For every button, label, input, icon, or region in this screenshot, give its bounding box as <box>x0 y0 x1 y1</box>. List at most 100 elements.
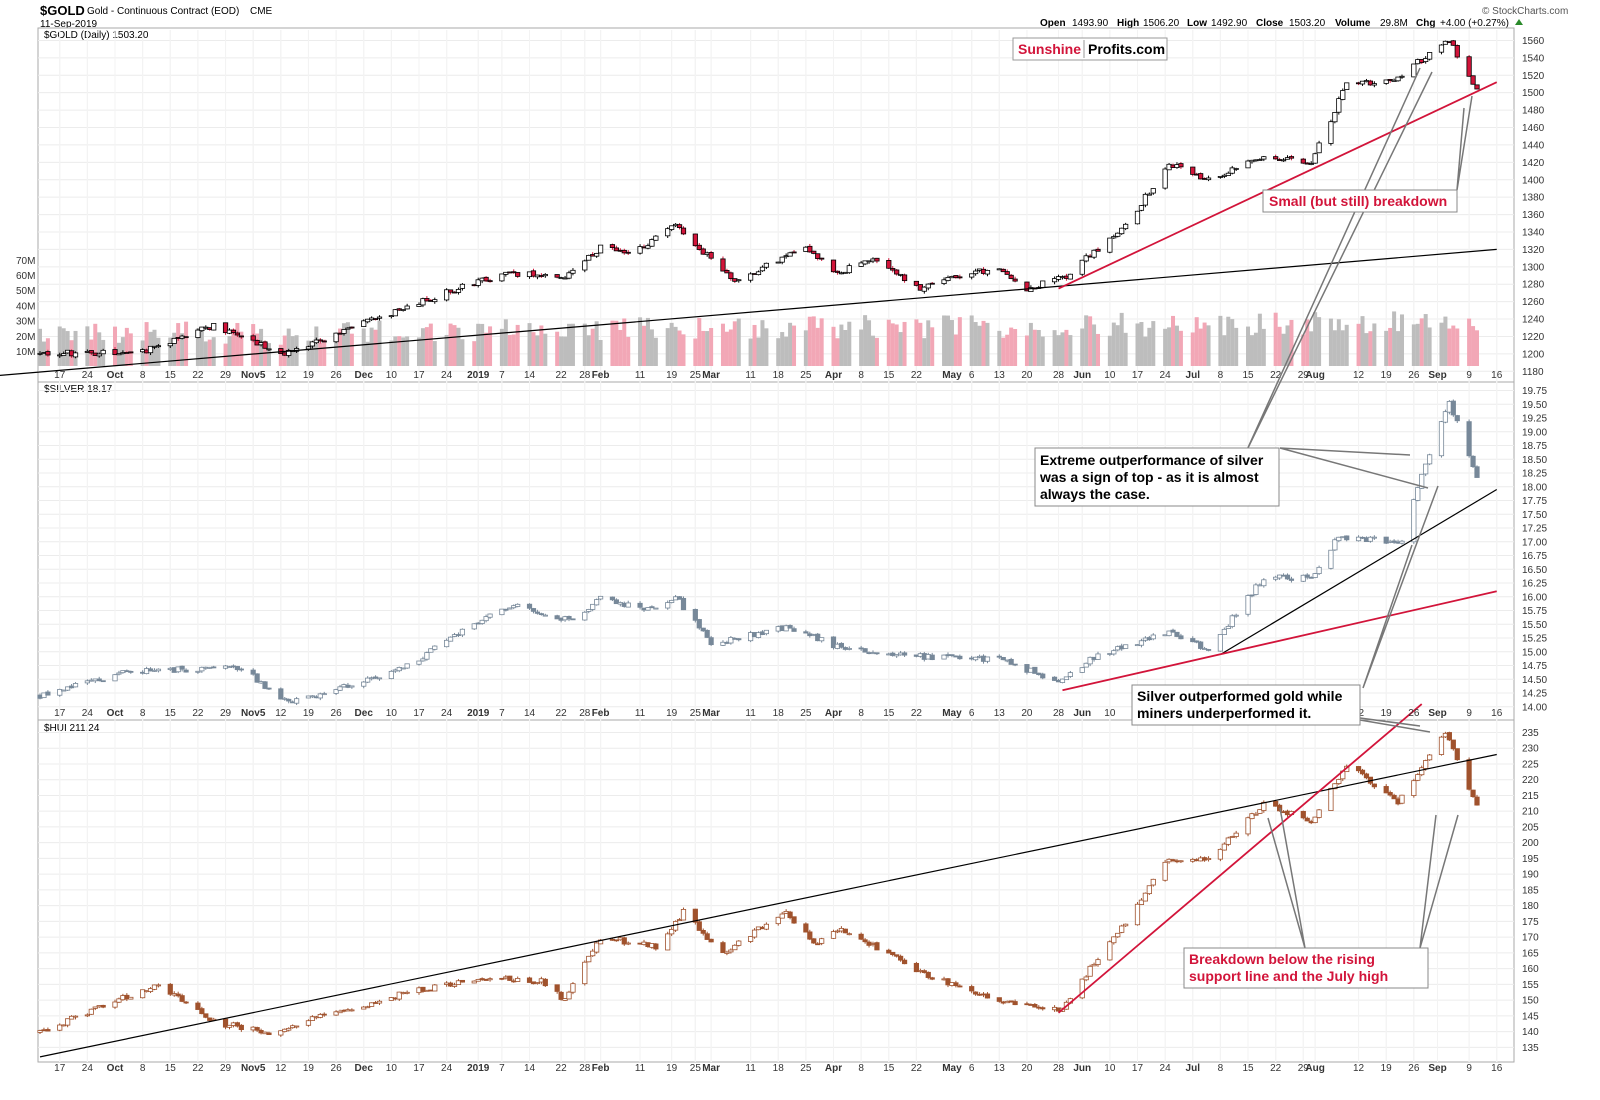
y-tick-label: 1460 <box>1522 123 1545 134</box>
volume-bar <box>1222 335 1227 366</box>
x-tick-label: 15 <box>1242 1063 1254 1074</box>
x-tick-label: 22 <box>556 1063 568 1074</box>
candle-body <box>369 1002 375 1007</box>
candle <box>874 941 880 951</box>
candle <box>1277 803 1283 812</box>
candle-body <box>68 1015 75 1020</box>
candle <box>459 979 466 983</box>
candle <box>432 645 438 651</box>
candle <box>755 631 762 639</box>
candle-body <box>913 280 920 286</box>
candle-body <box>1438 421 1445 457</box>
volume-bar <box>322 339 327 366</box>
candle-body <box>1229 167 1235 174</box>
candle-body <box>834 270 841 273</box>
candle <box>775 261 781 264</box>
x-tick-label: 29 <box>1298 370 1310 381</box>
candle <box>1012 999 1018 1006</box>
x-tick-label: 10 <box>386 370 398 381</box>
candle-body <box>183 669 189 673</box>
candle <box>1245 816 1251 837</box>
callout-hui-breakdown <box>1267 807 1459 949</box>
y-tick-label: 1560 <box>1522 36 1545 47</box>
annotation-line-2: miners underperformed it. <box>1137 705 1311 721</box>
candle-body <box>376 677 383 680</box>
volume-bar <box>1198 328 1203 366</box>
candle-body <box>953 982 959 987</box>
candle <box>365 1005 371 1009</box>
candle-body <box>775 261 781 264</box>
volume-bar <box>515 324 520 366</box>
candle-body <box>1079 978 1085 999</box>
candle <box>294 696 300 706</box>
candle-body <box>222 1018 229 1028</box>
candle <box>1217 176 1223 179</box>
candle-body <box>147 345 154 354</box>
volume-bar <box>286 328 291 366</box>
candle-body <box>1359 80 1366 85</box>
candle-body <box>720 942 726 954</box>
candle-body <box>594 599 600 606</box>
candle-body <box>582 611 588 621</box>
candle <box>1371 81 1377 88</box>
candle-body <box>538 613 544 616</box>
candle-body <box>451 984 458 987</box>
x-tick-label: 6 <box>969 708 975 719</box>
volume-bar <box>677 330 682 366</box>
candle <box>396 991 402 1001</box>
volume-bar <box>705 331 710 366</box>
candle <box>1336 536 1342 543</box>
y-tick-label: 19.75 <box>1522 386 1547 397</box>
candle-body <box>1162 861 1168 881</box>
candle <box>361 681 367 689</box>
candle <box>1383 79 1389 85</box>
volume-bar <box>113 326 118 366</box>
candle <box>901 273 908 283</box>
volume-bar <box>1143 336 1148 366</box>
candle-body <box>625 942 631 945</box>
candle <box>455 979 462 986</box>
candle-body <box>554 615 560 620</box>
x-tick-label: Sep <box>1428 708 1446 719</box>
candle <box>1340 88 1346 101</box>
candle-body <box>830 259 837 273</box>
volume-bar <box>57 326 62 366</box>
volume-bar <box>1036 329 1041 366</box>
candle-body <box>167 983 173 995</box>
candle <box>1245 594 1251 617</box>
candle <box>183 1001 189 1005</box>
candle <box>1178 633 1184 640</box>
candle-body <box>1257 809 1263 814</box>
candle-body <box>763 262 769 268</box>
volume-bar <box>1190 332 1195 366</box>
candle-body <box>763 923 769 930</box>
candle-body <box>432 984 438 992</box>
chg-label: Chg <box>1416 18 1435 29</box>
candle <box>542 978 548 987</box>
candle-body <box>507 607 513 610</box>
open-value: 1493.90 <box>1072 18 1109 29</box>
y-tick-label: 220 <box>1522 775 1539 786</box>
candle <box>886 948 892 954</box>
candle <box>996 654 1002 659</box>
candle-body <box>1383 786 1389 794</box>
x-tick-label: 11 <box>745 370 756 381</box>
candle-body <box>199 1008 205 1015</box>
y-tick-label: 200 <box>1522 838 1539 849</box>
x-tick-label: 28 <box>579 708 591 719</box>
candle-body <box>1454 748 1460 761</box>
volume-bar <box>444 334 449 366</box>
candle <box>594 252 600 258</box>
x-tick-label: 15 <box>165 708 177 719</box>
candle <box>763 629 769 636</box>
x-tick-label: 17 <box>54 370 66 381</box>
volume-bar <box>843 329 848 366</box>
candle <box>1079 667 1085 674</box>
candle-body <box>811 938 817 944</box>
candle <box>751 928 758 939</box>
volume-bar <box>902 321 907 366</box>
volume-bar <box>511 334 516 366</box>
candle-body <box>1454 45 1460 58</box>
candle-body <box>921 970 927 973</box>
volume-bar <box>563 336 568 366</box>
